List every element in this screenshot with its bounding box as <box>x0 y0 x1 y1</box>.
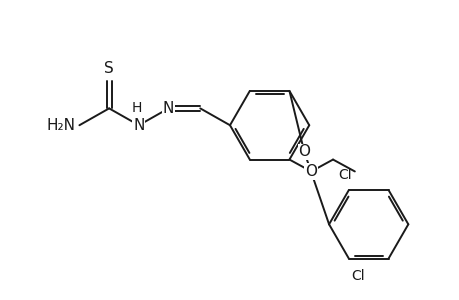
Text: O: O <box>297 145 310 160</box>
Text: H₂N: H₂N <box>46 118 75 133</box>
Text: O: O <box>305 164 317 179</box>
Text: N: N <box>162 101 174 116</box>
Text: N: N <box>133 118 144 133</box>
Text: Cl: Cl <box>337 168 351 182</box>
Text: Cl: Cl <box>350 268 364 283</box>
Text: H: H <box>131 101 142 115</box>
Text: S: S <box>104 61 114 76</box>
